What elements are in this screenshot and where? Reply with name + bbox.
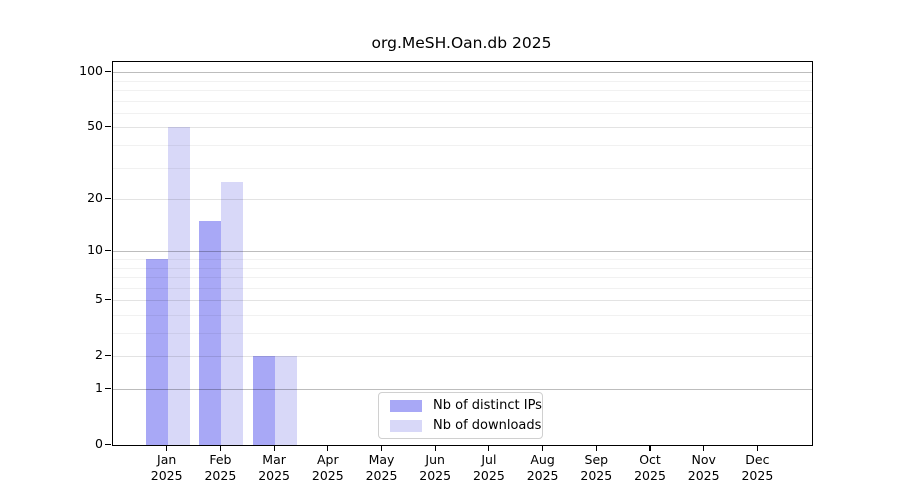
chart-title: org.MeSH.Oan.db 2025 [371, 34, 552, 52]
x-axis-label-jul: Jul 2025 [472, 452, 505, 483]
gridline-mid [113, 199, 812, 201]
x-axis-label-jun: Jun 2025 [419, 452, 452, 483]
x-axis-tick [166, 445, 168, 452]
x-axis-tick [273, 445, 275, 452]
y-axis-label: 2 [95, 347, 103, 363]
y-axis-tick [105, 298, 111, 300]
x-axis-tick [595, 445, 597, 452]
y-axis-label: 1 [95, 380, 103, 395]
legend-swatch-downloads [390, 419, 422, 432]
gridline-mid [113, 356, 812, 358]
x-axis-label-dec: Dec 2025 [741, 452, 774, 483]
legend-item-distinct-ips: Nb of distinct IPs [390, 398, 542, 413]
legend-swatch-distinct-ips [390, 399, 422, 412]
gridline-minor [113, 167, 812, 169]
y-axis-label: 100 [79, 63, 103, 79]
x-axis-label-jan: Jan 2025 [150, 452, 183, 483]
y-axis-tick [105, 197, 111, 199]
gridline-major [113, 72, 812, 74]
y-axis-label: 0 [95, 436, 103, 451]
legend-label-downloads: Nb of downloads [433, 418, 542, 433]
x-axis-label-may: May 2025 [365, 452, 398, 483]
gridline-minor [113, 333, 812, 335]
gridline-minor [113, 90, 812, 92]
x-axis-tick [219, 445, 221, 452]
y-axis-tick [105, 125, 111, 128]
bar-distinct-ips-mar [253, 356, 276, 445]
gridline-major [113, 389, 812, 390]
gridline-minor [113, 145, 812, 147]
x-axis-tick [488, 445, 490, 452]
y-axis-label: 20 [87, 190, 103, 206]
bar-downloads-feb [221, 181, 244, 445]
legend-label-distinct-ips: Nb of distinct IPs [433, 398, 542, 413]
y-axis-tick [105, 443, 111, 445]
gridline-minor [113, 100, 812, 102]
y-axis-tick [105, 387, 111, 389]
y-axis-label: 5 [95, 291, 103, 307]
bar-downloads-mar [275, 356, 298, 445]
x-axis-label-feb: Feb 2025 [204, 452, 237, 483]
legend-item-downloads: Nb of downloads [390, 418, 542, 433]
gridline-minor [113, 287, 812, 289]
bar-downloads-jan [167, 127, 190, 445]
gridline-minor [113, 112, 812, 114]
x-axis-label-apr: Apr 2025 [311, 452, 344, 483]
x-axis-label-sep: Sep 2025 [580, 452, 613, 483]
gridline-minor [113, 80, 812, 82]
gridline-mid [113, 300, 812, 302]
plot-area [112, 61, 813, 446]
x-axis-tick [327, 445, 329, 452]
x-axis-tick [649, 445, 651, 452]
gridline-minor [113, 314, 812, 316]
gridline-minor [113, 277, 812, 279]
bar-distinct-ips-feb [199, 221, 222, 445]
x-axis-label-nov: Nov 2025 [687, 452, 720, 483]
gridline-major [113, 251, 812, 253]
x-axis-tick [380, 445, 383, 452]
y-axis-tick [105, 249, 111, 251]
y-axis-label: 50 [87, 118, 103, 134]
bar-distinct-ips-jan [145, 259, 168, 445]
x-axis-tick [434, 445, 436, 452]
x-axis-label-oct: Oct 2025 [634, 452, 666, 483]
y-axis-label: 10 [87, 242, 103, 258]
gridline-minor [113, 267, 812, 269]
gridline-minor [113, 259, 812, 260]
x-axis-tick [542, 445, 544, 452]
y-axis-tick [105, 70, 111, 72]
x-axis-label-mar: Mar 2025 [258, 452, 290, 483]
x-axis-label-aug: Aug 2025 [526, 452, 559, 483]
gridline-mid [113, 127, 812, 129]
y-axis-tick [105, 354, 111, 356]
x-axis-tick [756, 445, 758, 452]
x-axis-tick [703, 445, 705, 452]
chart-legend: Nb of distinct IPs Nb of downloads [378, 392, 543, 439]
